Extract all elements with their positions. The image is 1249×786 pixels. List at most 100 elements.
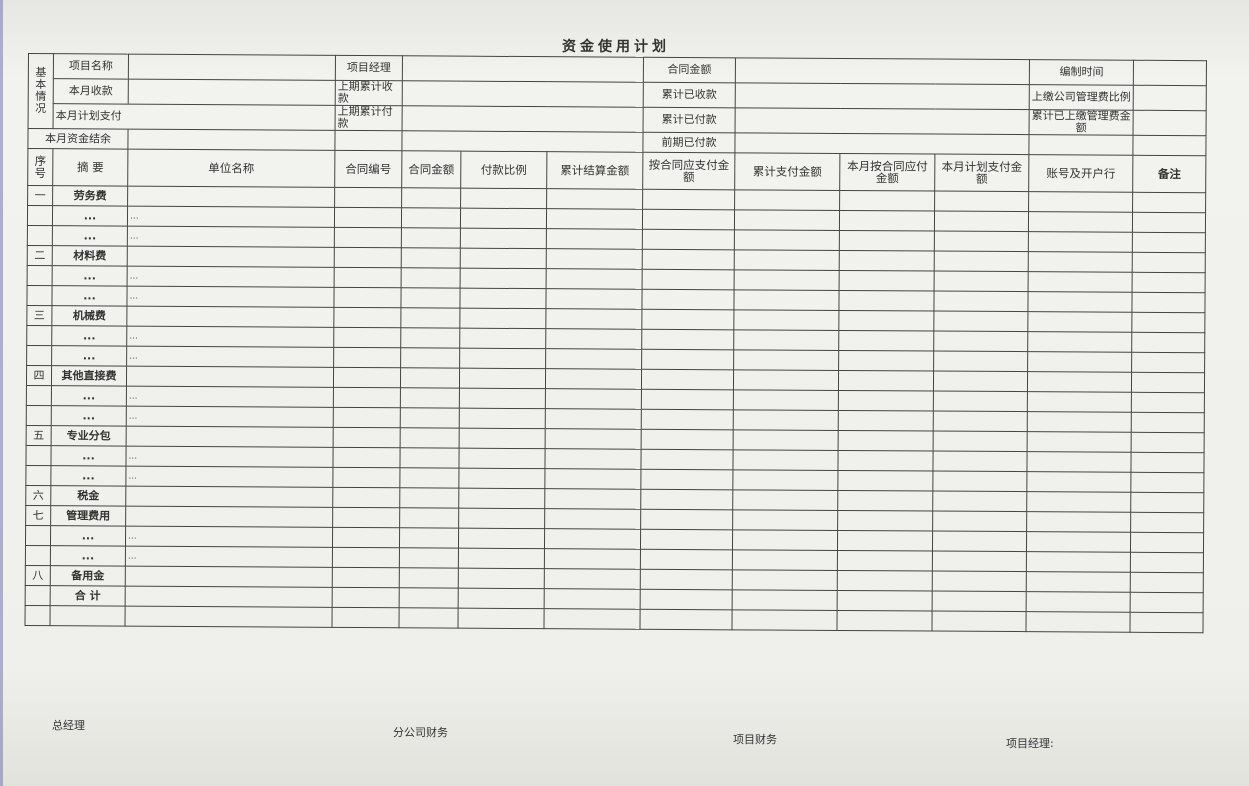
table-cell[interactable] <box>934 191 1029 212</box>
row-unit-name[interactable]: ... <box>126 406 334 428</box>
table-cell[interactable] <box>1130 492 1204 513</box>
row-unit-name[interactable] <box>127 246 335 268</box>
table-cell[interactable] <box>733 409 839 431</box>
table-cell[interactable] <box>545 348 642 370</box>
table-cell[interactable] <box>732 449 839 471</box>
table-cell[interactable] <box>734 249 840 271</box>
table-cell[interactable] <box>332 487 400 508</box>
table-cell[interactable] <box>544 508 641 530</box>
table-cell[interactable] <box>1027 311 1132 333</box>
table-cell[interactable] <box>641 349 734 370</box>
table-cell[interactable] <box>837 550 933 572</box>
table-cell[interactable] <box>458 548 545 569</box>
table-cell[interactable] <box>458 508 545 529</box>
table-cell[interactable] <box>732 489 838 511</box>
table-cell[interactable] <box>732 509 838 531</box>
month-receipt-value[interactable] <box>128 79 336 106</box>
table-cell[interactable] <box>333 367 401 388</box>
table-cell[interactable] <box>457 608 545 629</box>
table-cell[interactable] <box>641 329 734 350</box>
table-cell[interactable] <box>1026 511 1131 533</box>
row-unit-name[interactable]: ... <box>125 466 333 488</box>
table-cell[interactable] <box>1026 571 1131 593</box>
row-unit-name[interactable] <box>125 486 333 508</box>
table-cell[interactable] <box>838 330 934 352</box>
table-cell[interactable] <box>333 287 402 308</box>
table-cell[interactable] <box>640 589 733 610</box>
table-cell[interactable] <box>640 449 734 470</box>
table-cell[interactable] <box>641 369 734 390</box>
table-cell[interactable] <box>933 411 1028 432</box>
blank-cell[interactable] <box>401 130 644 153</box>
table-cell[interactable] <box>545 308 642 330</box>
table-cell[interactable] <box>838 370 934 392</box>
table-cell[interactable] <box>839 190 935 212</box>
table-cell[interactable] <box>1026 531 1131 553</box>
table-cell[interactable] <box>546 228 643 250</box>
table-cell[interactable] <box>546 268 643 290</box>
table-cell[interactable] <box>932 551 1027 572</box>
table-cell[interactable] <box>545 288 643 310</box>
table-cell[interactable] <box>838 430 934 452</box>
table-cell[interactable] <box>460 228 547 249</box>
table-cell[interactable] <box>1131 392 1205 413</box>
table-cell[interactable] <box>401 227 461 249</box>
prior-paid-value[interactable] <box>734 132 1030 155</box>
table-cell[interactable] <box>459 308 546 329</box>
table-cell[interactable] <box>460 268 547 289</box>
table-cell[interactable] <box>932 471 1028 492</box>
table-cell[interactable] <box>837 450 934 472</box>
table-cell[interactable] <box>399 467 459 489</box>
table-cell[interactable] <box>545 408 642 430</box>
table-cell[interactable] <box>837 570 933 592</box>
table-cell[interactable] <box>460 208 547 229</box>
table-cell[interactable] <box>934 211 1029 232</box>
row-unit-name[interactable]: ... <box>125 446 334 468</box>
table-cell[interactable] <box>460 248 547 269</box>
table-cell[interactable] <box>459 408 546 429</box>
table-cell[interactable] <box>642 229 735 250</box>
table-cell[interactable] <box>733 309 839 331</box>
row-unit-name[interactable]: ... <box>125 546 333 568</box>
row-unit-name[interactable] <box>126 426 334 448</box>
table-cell[interactable] <box>640 509 733 530</box>
project-name-value[interactable] <box>128 54 336 81</box>
table-cell[interactable] <box>732 589 838 611</box>
table-cell[interactable] <box>334 227 402 248</box>
blank-cell[interactable] <box>1132 135 1207 156</box>
table-cell[interactable] <box>734 229 840 251</box>
table-cell[interactable] <box>1131 412 1205 433</box>
table-cell[interactable] <box>838 290 935 312</box>
table-cell[interactable] <box>933 371 1028 392</box>
table-cell[interactable] <box>1132 192 1206 213</box>
row-unit-name[interactable] <box>126 306 334 328</box>
table-cell[interactable] <box>1131 352 1205 373</box>
table-cell[interactable] <box>734 189 840 211</box>
table-cell[interactable] <box>401 207 461 229</box>
table-cell[interactable] <box>459 288 547 309</box>
table-cell[interactable] <box>1130 592 1204 613</box>
table-cell[interactable] <box>401 247 461 269</box>
table-cell[interactable] <box>1130 532 1204 553</box>
table-cell[interactable] <box>934 271 1029 292</box>
table-cell[interactable] <box>1131 432 1205 453</box>
table-cell[interactable] <box>334 247 402 268</box>
table-cell[interactable] <box>333 347 401 368</box>
table-cell[interactable] <box>334 267 402 288</box>
table-cell[interactable] <box>1130 552 1204 573</box>
table-cell[interactable] <box>641 409 734 430</box>
table-cell[interactable] <box>544 468 641 490</box>
table-cell[interactable] <box>399 567 459 589</box>
table-cell[interactable] <box>839 250 935 272</box>
table-cell[interactable] <box>543 608 641 630</box>
table-cell[interactable] <box>732 529 838 551</box>
table-cell[interactable] <box>932 571 1027 592</box>
row-unit-name[interactable]: ... <box>126 286 335 308</box>
row-unit-name[interactable]: ... <box>126 386 334 408</box>
table-cell[interactable] <box>1130 612 1204 633</box>
row-unit-name[interactable]: ... <box>125 526 333 548</box>
table-cell[interactable] <box>333 387 401 408</box>
table-cell[interactable] <box>400 407 460 429</box>
table-cell[interactable] <box>333 427 401 448</box>
table-cell[interactable] <box>401 267 461 289</box>
